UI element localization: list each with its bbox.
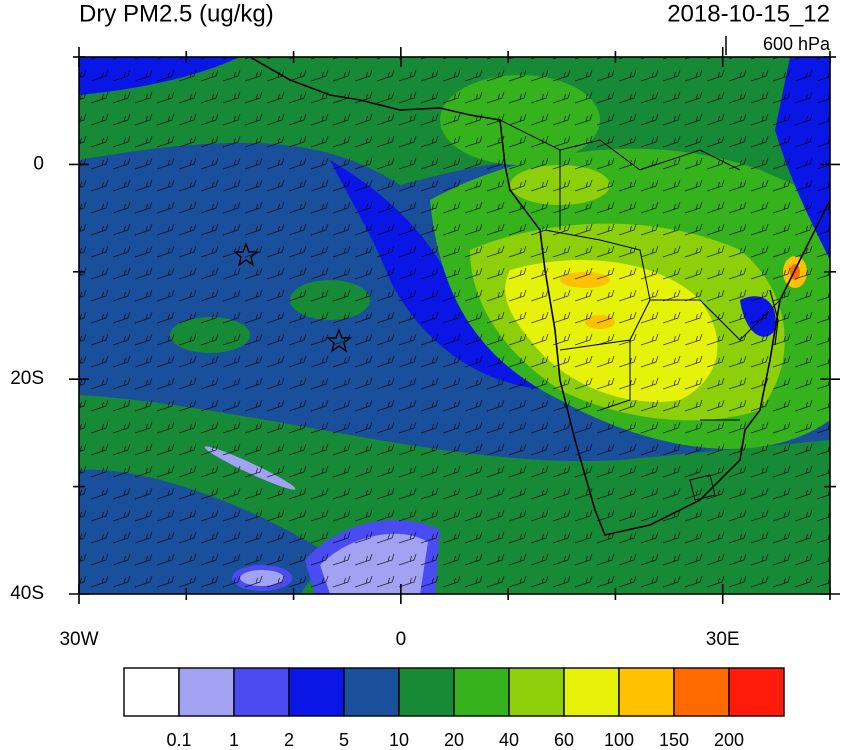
colorbar-label: 100: [604, 730, 634, 750]
colorbar-label: 10: [389, 730, 409, 750]
colorbar-label: 0.1: [166, 730, 191, 750]
colorbar: 0.1 1 2 5 10 20 40 60 100 150 200: [123, 667, 785, 750]
colorbar-box: [728, 667, 785, 717]
colorbar-box: [178, 667, 235, 717]
colorbar-box: [618, 667, 675, 717]
colorbar-box: [453, 667, 510, 717]
colorbar-label: 2: [284, 730, 294, 750]
colorbar-label: 40: [499, 730, 519, 750]
x-tick-label: 0: [396, 629, 407, 650]
y-tick-label: 40S: [10, 583, 44, 604]
colorbar-label: 1: [229, 730, 239, 750]
y-tick-label: 0: [33, 153, 44, 174]
colorbar-box: [343, 667, 400, 717]
colorbar-box: [233, 667, 290, 717]
lake: [769, 289, 779, 346]
field: [79, 57, 830, 594]
x-tick-label: 30W: [59, 629, 98, 650]
colorbar-label: 5: [339, 730, 349, 750]
country-borders: [499, 119, 781, 501]
colorbar-label: 60: [554, 730, 574, 750]
colorbar-label: 150: [659, 730, 689, 750]
colorbar-box: [563, 667, 620, 717]
colorbar-label: 20: [444, 730, 464, 750]
title: Dry PM2.5 (ug/kg): [79, 0, 274, 27]
colorbar-box: [508, 667, 565, 717]
site-marker: [233, 242, 259, 267]
colorbar-box: [398, 667, 455, 717]
colorbar-box: [288, 667, 345, 717]
colorbar-box: [673, 667, 730, 717]
level-label: 600 hPa: [763, 34, 831, 54]
y-tick-label: 20S: [10, 368, 44, 389]
wind-barbs: [79, 57, 830, 594]
coastline: [249, 57, 830, 536]
colorbar-label: 200: [714, 730, 744, 750]
colorbar-box: [123, 667, 180, 717]
ticks: 30W 0 30E 0 20S 40S: [10, 47, 840, 650]
site-marker: [326, 328, 352, 353]
time-label: 2018-10-15_12: [667, 0, 830, 27]
x-tick-label: 30E: [706, 629, 740, 650]
plot-frame: [78, 56, 831, 595]
